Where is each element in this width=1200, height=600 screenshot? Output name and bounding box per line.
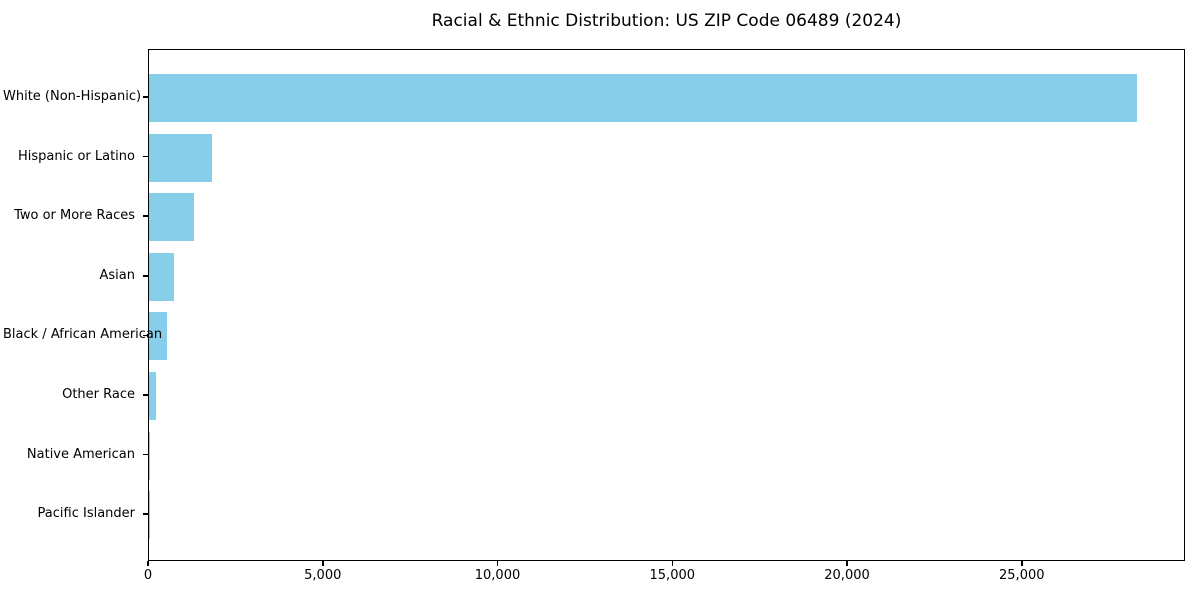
xtick-mark [322,561,324,566]
ytick-label-asian: Asian [99,267,135,283]
xtick-mark [147,561,149,566]
bar-other-race [149,372,156,420]
xtick-mark [671,561,674,566]
ytick-label-two-or-more-races: Two or More Races [14,208,135,224]
xtick-label-15000: 15,000 [649,568,696,583]
xtick-label-20000: 20,000 [824,568,870,583]
bar-hispanic-or-latino [149,133,213,182]
ytick-mark [143,96,148,98]
xtick-mark [846,561,848,566]
xtick-label-25000: 25,000 [999,568,1045,583]
ytick-mark [143,394,148,396]
ytick-mark [143,513,148,515]
ytick-mark [143,155,148,158]
ytick-label-white-non-hispanic: White (Non-Hispanic) [3,89,142,104]
ytick-label-native-american: Native American [26,446,135,462]
ytick-mark [143,275,148,277]
ytick-mark [143,215,148,217]
chart-title: Racial & Ethnic Distribution: US ZIP Cod… [431,11,902,31]
xtick-mark [1021,561,1023,566]
ytick-label-black-african-american: Black / African American [3,327,163,343]
ytick-label-pacific-islander: Pacific Islander [37,506,135,522]
bar-native-american [149,431,150,480]
xtick-label-10000: 10,000 [474,568,521,583]
bar-two-or-more-races [149,193,195,242]
bar-black-african-american [149,312,167,361]
ytick-label-other-race: Other Race [62,387,135,402]
bar-asian [149,252,174,301]
ytick-mark [143,453,148,456]
xtick-mark [496,561,499,566]
ytick-mark [143,334,148,337]
plot-area [148,49,1185,561]
bar-white-non-hispanic [149,74,1137,122]
ytick-label-hispanic-or-latino: Hispanic or Latino [17,148,135,164]
xtick-label-5000: 5,000 [304,568,342,583]
xtick-label-0: 0 [143,568,153,583]
